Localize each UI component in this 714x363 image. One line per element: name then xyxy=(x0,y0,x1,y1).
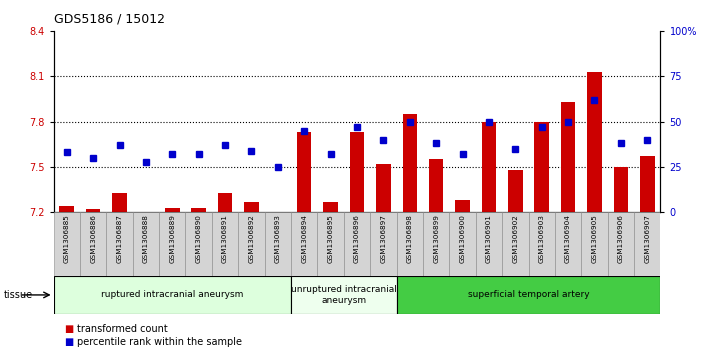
Bar xyxy=(86,209,101,212)
Bar xyxy=(555,212,581,276)
Bar xyxy=(54,212,80,276)
Bar xyxy=(502,212,528,276)
Bar xyxy=(186,212,212,276)
Text: GSM1306897: GSM1306897 xyxy=(381,214,386,263)
Bar xyxy=(318,212,344,276)
Text: GSM1306896: GSM1306896 xyxy=(354,214,360,263)
Bar xyxy=(449,212,476,276)
Text: GSM1306900: GSM1306900 xyxy=(460,214,466,263)
Text: GSM1306891: GSM1306891 xyxy=(222,214,228,263)
Text: GSM1306892: GSM1306892 xyxy=(248,214,254,263)
Bar xyxy=(291,276,396,314)
Text: GSM1306887: GSM1306887 xyxy=(116,214,123,263)
Bar xyxy=(265,212,291,276)
Bar xyxy=(476,212,502,276)
Text: ■: ■ xyxy=(64,337,74,347)
Bar xyxy=(508,170,523,212)
Bar xyxy=(218,193,232,212)
Text: GDS5186 / 15012: GDS5186 / 15012 xyxy=(54,13,164,26)
Bar xyxy=(403,114,417,212)
Bar xyxy=(297,132,311,212)
Bar xyxy=(581,212,608,276)
Bar xyxy=(350,132,364,212)
Bar xyxy=(423,212,449,276)
Bar xyxy=(159,212,186,276)
Bar xyxy=(323,202,338,212)
Bar xyxy=(165,208,179,212)
Text: superficial temporal artery: superficial temporal artery xyxy=(468,290,589,299)
Text: GSM1306893: GSM1306893 xyxy=(275,214,281,263)
Bar xyxy=(396,276,660,314)
Bar xyxy=(112,193,127,212)
Bar xyxy=(613,167,628,212)
Text: ■: ■ xyxy=(64,323,74,334)
Text: percentile rank within the sample: percentile rank within the sample xyxy=(77,337,242,347)
Bar xyxy=(80,212,106,276)
Text: ruptured intracranial aneurysm: ruptured intracranial aneurysm xyxy=(101,290,243,299)
Bar xyxy=(376,164,391,212)
Text: unruptured intracranial
aneurysm: unruptured intracranial aneurysm xyxy=(291,285,397,305)
Bar xyxy=(370,212,396,276)
Text: GSM1306905: GSM1306905 xyxy=(591,214,598,263)
Bar xyxy=(560,102,575,212)
Bar xyxy=(535,122,549,212)
Text: GSM1306894: GSM1306894 xyxy=(301,214,307,263)
Text: GSM1306901: GSM1306901 xyxy=(486,214,492,263)
Bar xyxy=(212,212,238,276)
Bar xyxy=(54,276,291,314)
Text: GSM1306889: GSM1306889 xyxy=(169,214,176,263)
Bar xyxy=(429,159,443,212)
Bar xyxy=(133,212,159,276)
Bar xyxy=(191,208,206,212)
Text: transformed count: transformed count xyxy=(77,323,168,334)
Bar xyxy=(456,200,470,212)
Text: GSM1306895: GSM1306895 xyxy=(328,214,333,263)
Bar xyxy=(344,212,370,276)
Bar xyxy=(640,156,655,212)
Text: GSM1306888: GSM1306888 xyxy=(143,214,149,263)
Text: GSM1306885: GSM1306885 xyxy=(64,214,70,263)
Bar xyxy=(106,212,133,276)
Text: GSM1306903: GSM1306903 xyxy=(538,214,545,263)
Bar xyxy=(587,72,602,212)
Bar xyxy=(608,212,634,276)
Bar xyxy=(634,212,660,276)
Bar xyxy=(528,212,555,276)
Bar xyxy=(244,202,258,212)
Text: GSM1306899: GSM1306899 xyxy=(433,214,439,263)
Text: GSM1306890: GSM1306890 xyxy=(196,214,201,263)
Text: GSM1306902: GSM1306902 xyxy=(513,214,518,263)
Bar xyxy=(238,212,265,276)
Text: GSM1306904: GSM1306904 xyxy=(565,214,571,263)
Bar xyxy=(482,122,496,212)
Bar xyxy=(291,212,318,276)
Text: tissue: tissue xyxy=(4,290,33,300)
Text: GSM1306886: GSM1306886 xyxy=(90,214,96,263)
Text: GSM1306906: GSM1306906 xyxy=(618,214,624,263)
Text: GSM1306907: GSM1306907 xyxy=(644,214,650,263)
Bar xyxy=(59,206,74,212)
Text: GSM1306898: GSM1306898 xyxy=(407,214,413,263)
Bar xyxy=(396,212,423,276)
